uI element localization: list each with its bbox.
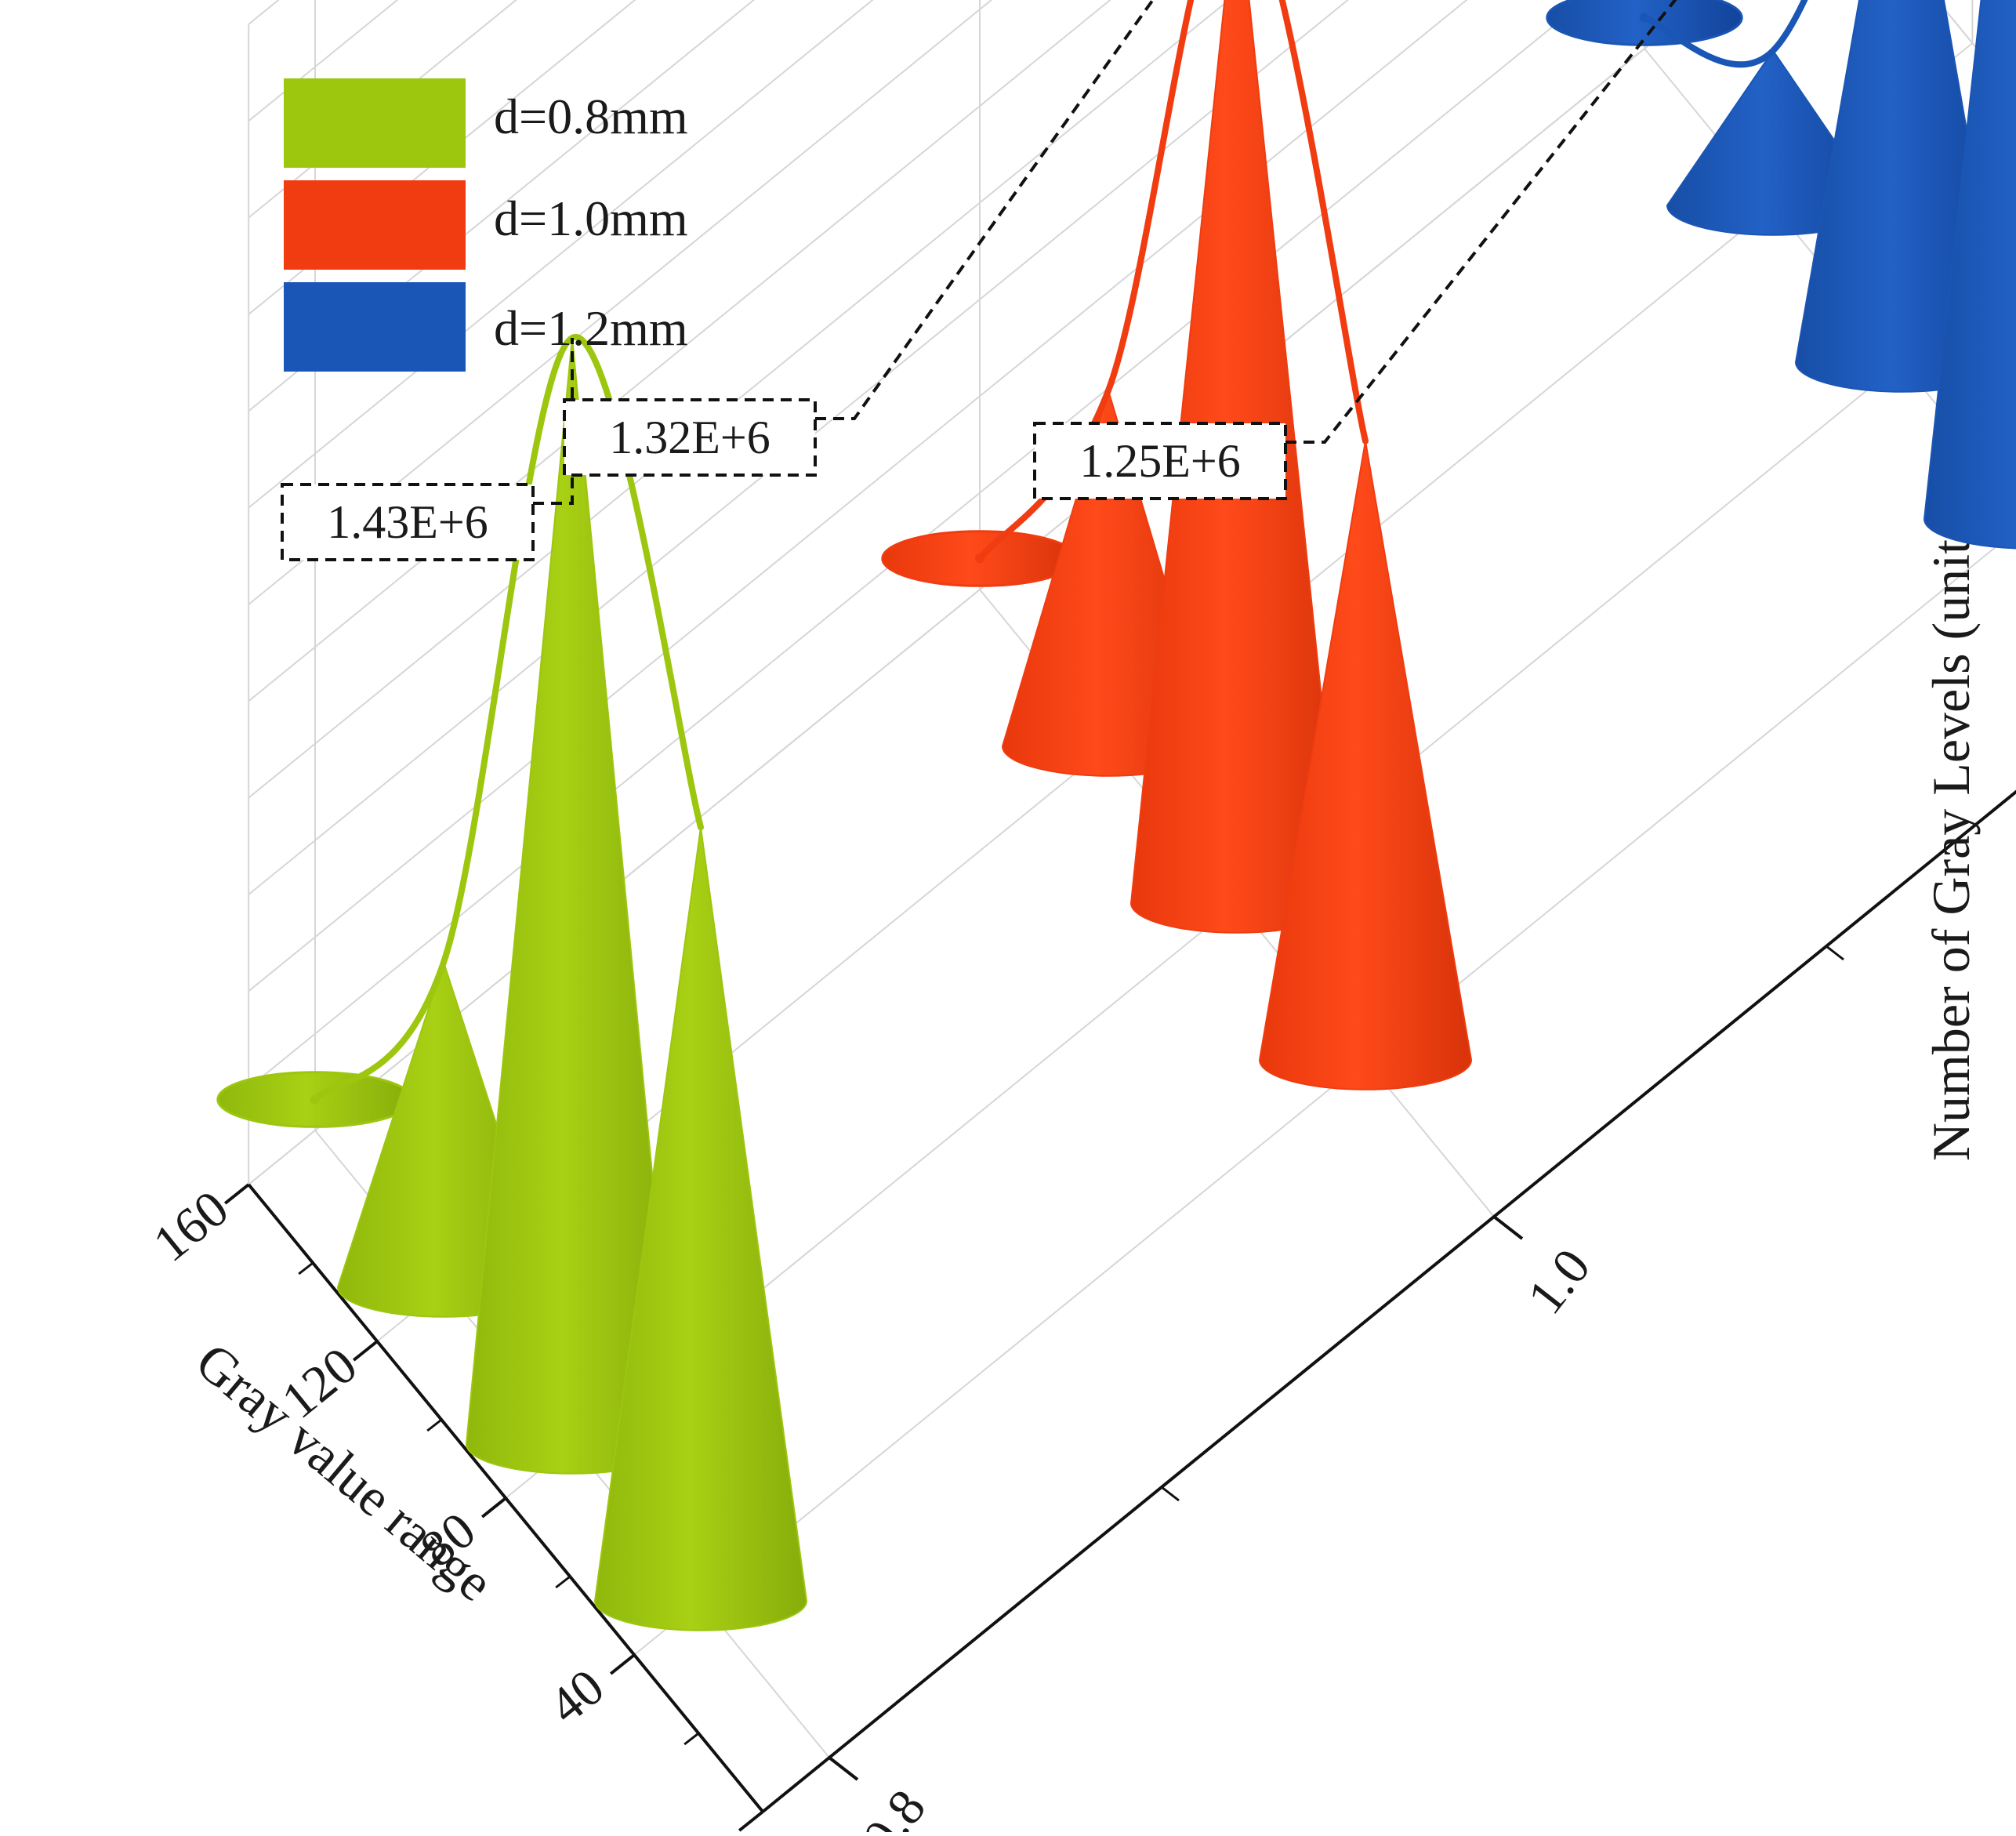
x-tick-mark xyxy=(352,1340,379,1362)
back-wall-grid-z xyxy=(248,0,993,605)
annotation-leader xyxy=(533,338,574,505)
y-axis-line xyxy=(761,789,2016,1813)
y-tick-label-1-0: 1.0 xyxy=(1517,1239,1601,1325)
annotation-box xyxy=(1033,422,1287,500)
legend-label-d-0-8mm: d=0.8mm xyxy=(494,89,688,144)
y-tick-mark xyxy=(828,1756,859,1781)
y-minor-tick xyxy=(1161,1486,1180,1502)
series-curve-d-1-2mm xyxy=(1641,0,1808,68)
legend-swatch-d-1-2mm xyxy=(284,282,466,372)
legend-label-d-1-2mm: d=1.2mm xyxy=(494,300,688,356)
annotation-box xyxy=(281,483,535,561)
annotation-label: 1.32E+6 xyxy=(609,412,771,463)
cone-d-1-2mm-160 xyxy=(1546,0,1743,46)
y-minor-tick xyxy=(1826,945,1844,961)
annotation-1-43e-6: 1.43E+6 xyxy=(281,338,574,561)
cone-d-0-8mm-40 xyxy=(593,827,808,1631)
y-tick-label-0-8: 0.8 xyxy=(852,1780,937,1832)
peak-annotations: 1.43E+6 1.32E+6 1.25E+6 xyxy=(281,0,1677,561)
x-tick-label-40: 40 xyxy=(538,1658,615,1735)
back-wall-grid-z xyxy=(248,0,636,315)
back-wall-grid-z xyxy=(248,0,1468,992)
annotation-leader xyxy=(1285,0,1677,444)
annotation-label: 1.25E+6 xyxy=(1079,435,1241,487)
cone-d-1-0mm-40 xyxy=(1258,441,1473,1090)
cone-disc xyxy=(1546,0,1743,46)
cone-d-1-2mm-40 xyxy=(1923,0,2016,550)
z-axis-title: Number of Gray Levels (units) xyxy=(1921,501,1981,1161)
legend-swatch-d-0-8mm xyxy=(284,78,466,168)
legend-swatch-d-1-0mm xyxy=(284,180,466,270)
x-minor-tick xyxy=(426,1418,443,1432)
x-minor-tick xyxy=(298,1261,314,1275)
back-wall-grid-z xyxy=(248,0,517,219)
legend-label-d-1-0mm: d=1.0mm xyxy=(494,190,688,246)
cone-body xyxy=(1923,0,2016,550)
back-wall-grid-z xyxy=(248,0,1350,895)
x-tick-mark xyxy=(223,1183,250,1205)
x-minor-tick xyxy=(555,1575,571,1589)
cone-body xyxy=(1258,441,1473,1090)
x-tick-mark xyxy=(609,1653,636,1675)
back-wall-grid-z xyxy=(248,0,756,412)
annotation-label: 1.43E+6 xyxy=(327,496,488,548)
annotation-1-32e-6: 1.32E+6 xyxy=(563,0,1155,477)
x-tick-label-160: 160 xyxy=(143,1180,239,1273)
x-minor-tick xyxy=(683,1732,700,1746)
back-wall-grid-z xyxy=(248,0,874,509)
annotation-leader xyxy=(815,0,1155,420)
x-tick-label-0: 0 xyxy=(677,1823,734,1832)
x-tick-mark xyxy=(738,1810,764,1832)
cone-body xyxy=(593,827,808,1631)
y-tick-mark xyxy=(1492,1215,1524,1240)
legend: d=0.8mm d=1.0mm d=1.2mm xyxy=(284,78,688,372)
annotation-box xyxy=(563,398,817,477)
annotation-1-25e-6: 1.25E+6 xyxy=(1033,0,1677,500)
x-tick-mark xyxy=(480,1497,507,1519)
